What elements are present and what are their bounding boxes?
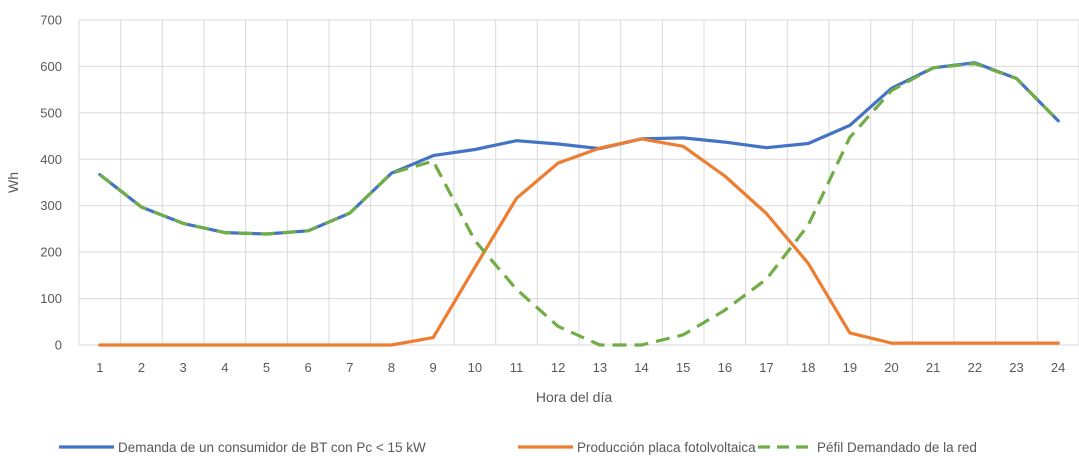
x-tick-label: 24 xyxy=(1051,360,1065,375)
x-tick-label: 13 xyxy=(593,360,607,375)
y-tick-label: 400 xyxy=(40,152,62,167)
x-tick-label: 14 xyxy=(634,360,648,375)
series-line-3 xyxy=(98,61,1060,347)
x-tick-label: 2 xyxy=(138,360,145,375)
x-tick-label: 6 xyxy=(305,360,312,375)
x-tick-label: 12 xyxy=(551,360,565,375)
x-tick-label: 5 xyxy=(263,360,270,375)
x-tick-label: 18 xyxy=(801,360,815,375)
x-tick-label: 11 xyxy=(510,360,524,375)
legend-label-1: Demanda de un consumidor de BT con Pc < … xyxy=(118,440,426,455)
legend-label-2: Producción placa fotolvoltaica xyxy=(577,440,756,455)
x-axis-ticks: 1 2 3 4 5 6 7 8 9 10 11 12 13 14 15 16 17 18 19 20 21 22 23 24 xyxy=(96,360,1065,375)
x-tick-label: 19 xyxy=(843,360,857,375)
x-tick-label: 21 xyxy=(926,360,940,375)
x-tick-label: 22 xyxy=(968,360,982,375)
legend: Demanda de un consumidor de BT con Pc < … xyxy=(59,440,977,455)
x-tick-label: 10 xyxy=(468,360,482,375)
series-line-2 xyxy=(98,137,1060,347)
x-tick-label: 8 xyxy=(388,360,395,375)
x-tick-label: 4 xyxy=(221,360,228,375)
y-axis-ticks: 0 100 200 300 400 500 600 700 xyxy=(40,13,62,353)
y-tick-label: 700 xyxy=(40,13,62,28)
y-tick-label: 500 xyxy=(40,105,62,120)
gridlines xyxy=(78,19,1079,346)
x-tick-label: 20 xyxy=(884,360,898,375)
x-tick-label: 15 xyxy=(676,360,690,375)
y-axis-title: Wh xyxy=(5,172,21,193)
series-lines xyxy=(98,61,1060,347)
x-tick-label: 1 xyxy=(96,360,103,375)
y-tick-label: 200 xyxy=(40,245,62,260)
x-tick-label: 17 xyxy=(759,360,773,375)
x-tick-label: 9 xyxy=(430,360,437,375)
x-tick-label: 16 xyxy=(718,360,732,375)
y-tick-label: 600 xyxy=(40,59,62,74)
x-tick-label: 3 xyxy=(180,360,187,375)
y-tick-label: 100 xyxy=(40,291,62,306)
y-tick-label: 0 xyxy=(55,338,62,353)
y-tick-label: 300 xyxy=(40,198,62,213)
legend-label-3: Péfil Demandado de la red xyxy=(817,440,977,455)
x-tick-label: 23 xyxy=(1009,360,1023,375)
x-tick-label: 7 xyxy=(346,360,353,375)
x-axis-title: Hora del día xyxy=(536,389,612,405)
series-line-1 xyxy=(98,61,1060,236)
